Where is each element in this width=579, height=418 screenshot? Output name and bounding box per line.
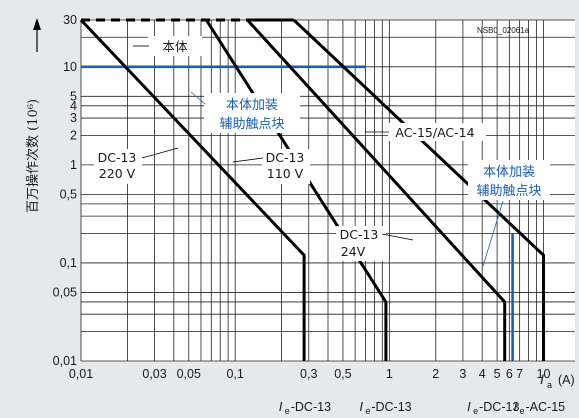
rated-current-sub: e bbox=[285, 406, 290, 416]
series-line bbox=[292, 18, 545, 361]
y-tick-label: 5 bbox=[70, 89, 77, 103]
rated-current-symbol: I bbox=[514, 399, 518, 414]
y-axis-arrow-head bbox=[33, 18, 41, 30]
x-tick-label: 0,03 bbox=[142, 367, 166, 381]
x-tick-label: 7 bbox=[516, 367, 523, 381]
dc13-110-leader bbox=[232, 157, 264, 163]
y-tick-label: 2 bbox=[70, 128, 77, 142]
x-tick-label: 10 bbox=[537, 367, 551, 381]
x-tick-label: 0,05 bbox=[177, 367, 201, 381]
y-tick-label: 0,01 bbox=[53, 354, 77, 368]
aux-leader bbox=[190, 91, 206, 105]
y-tick-label: 0,1 bbox=[60, 256, 77, 270]
x-tick-label: 0,3 bbox=[300, 367, 317, 381]
curves bbox=[79, 18, 545, 361]
y-tick-label: 0,05 bbox=[53, 285, 77, 299]
series-line bbox=[79, 18, 306, 361]
dc13-24-label-b: 24V bbox=[341, 244, 366, 259]
x-tick-label: 6 bbox=[506, 367, 513, 381]
dc13-24-label-bg bbox=[336, 226, 386, 261]
rated-current-text: -AC-15 bbox=[526, 400, 566, 414]
y-tick-label: 10 bbox=[63, 60, 77, 74]
dc13-220-leader bbox=[141, 147, 179, 159]
dc13-110-label-b: 110 V bbox=[267, 166, 304, 181]
rated-current-text: -DC-13 bbox=[291, 400, 331, 414]
aux-label-bg bbox=[204, 93, 300, 133]
axes: 0,01 0,03 0,05 0,1 0,3 0,5 1 2 3 4 5 6 7 103010543210… bbox=[53, 13, 566, 416]
dc13-220-label-a: DC-13 bbox=[98, 150, 137, 165]
rated-current-text: -DC-13 bbox=[479, 400, 519, 414]
x-axis-title: I bbox=[540, 371, 544, 387]
base-label-bg bbox=[148, 36, 202, 56]
y-tick-label: 1 bbox=[70, 158, 77, 172]
ac15-label-bg bbox=[388, 123, 486, 141]
aux2-label-line1: 本体加装 bbox=[483, 165, 535, 180]
x-tick-label: 4 bbox=[479, 367, 486, 381]
y-tick-label: 0,5 bbox=[60, 187, 77, 201]
base-label: 本体 bbox=[162, 39, 188, 54]
rated-current-symbol: I bbox=[279, 399, 283, 414]
y-tick-label: 4 bbox=[70, 99, 77, 113]
x-tick-label: 1 bbox=[386, 367, 393, 381]
ac15-label: AC-15/AC-14 bbox=[395, 125, 474, 140]
aux2-leader bbox=[482, 200, 504, 267]
y-axis-title: 百万操作次数 (10⁶) bbox=[25, 99, 41, 213]
aux-label-line1: 本体加装 bbox=[226, 98, 278, 113]
x-tick-label: 2 bbox=[432, 367, 439, 381]
diagram-id: NSB0_02061a bbox=[477, 26, 530, 35]
y-tick-label: 30 bbox=[63, 13, 77, 27]
dc13-110-label-bg bbox=[262, 149, 310, 184]
x-tick-label: 5 bbox=[494, 367, 501, 381]
dc13-220-label-bg bbox=[94, 149, 142, 184]
x-tick-label: 3 bbox=[459, 367, 466, 381]
aux-label-line2: 辅助触点块 bbox=[219, 117, 284, 132]
rated-current-sub: e bbox=[473, 406, 478, 416]
dc13-220-label-b: 220 V bbox=[99, 166, 136, 181]
dc13-110-label-a: DC-13 bbox=[266, 150, 305, 165]
rated-current-symbol: I bbox=[359, 399, 363, 414]
series-line bbox=[246, 18, 507, 361]
aux2-label-line2: 辅助触点块 bbox=[476, 184, 541, 199]
dc13-24-leader bbox=[381, 233, 414, 241]
rated-current-text: -DC-13 bbox=[371, 400, 411, 414]
y-tick-label: 3 bbox=[70, 111, 77, 125]
x-axis-title-sub: a bbox=[547, 380, 552, 390]
rated-current-sub: e bbox=[520, 406, 525, 416]
dc13-24-label-a: DC-13 bbox=[340, 227, 379, 242]
annotation-labels: 本体 本体加装 辅助触点块 DC-13 220 V DC-13 110 V DC… bbox=[94, 36, 550, 267]
rated-current-symbol: I bbox=[467, 399, 471, 414]
x-tick-label: 0,1 bbox=[226, 367, 243, 381]
x-axis-unit: (A) bbox=[558, 373, 575, 387]
rated-current-sub: e bbox=[365, 406, 370, 416]
x-tick-label: 0,5 bbox=[334, 367, 351, 381]
x-tick-label: 0,01 bbox=[69, 367, 93, 381]
blue-lines bbox=[81, 65, 514, 361]
aux2-label-bg bbox=[468, 160, 550, 200]
